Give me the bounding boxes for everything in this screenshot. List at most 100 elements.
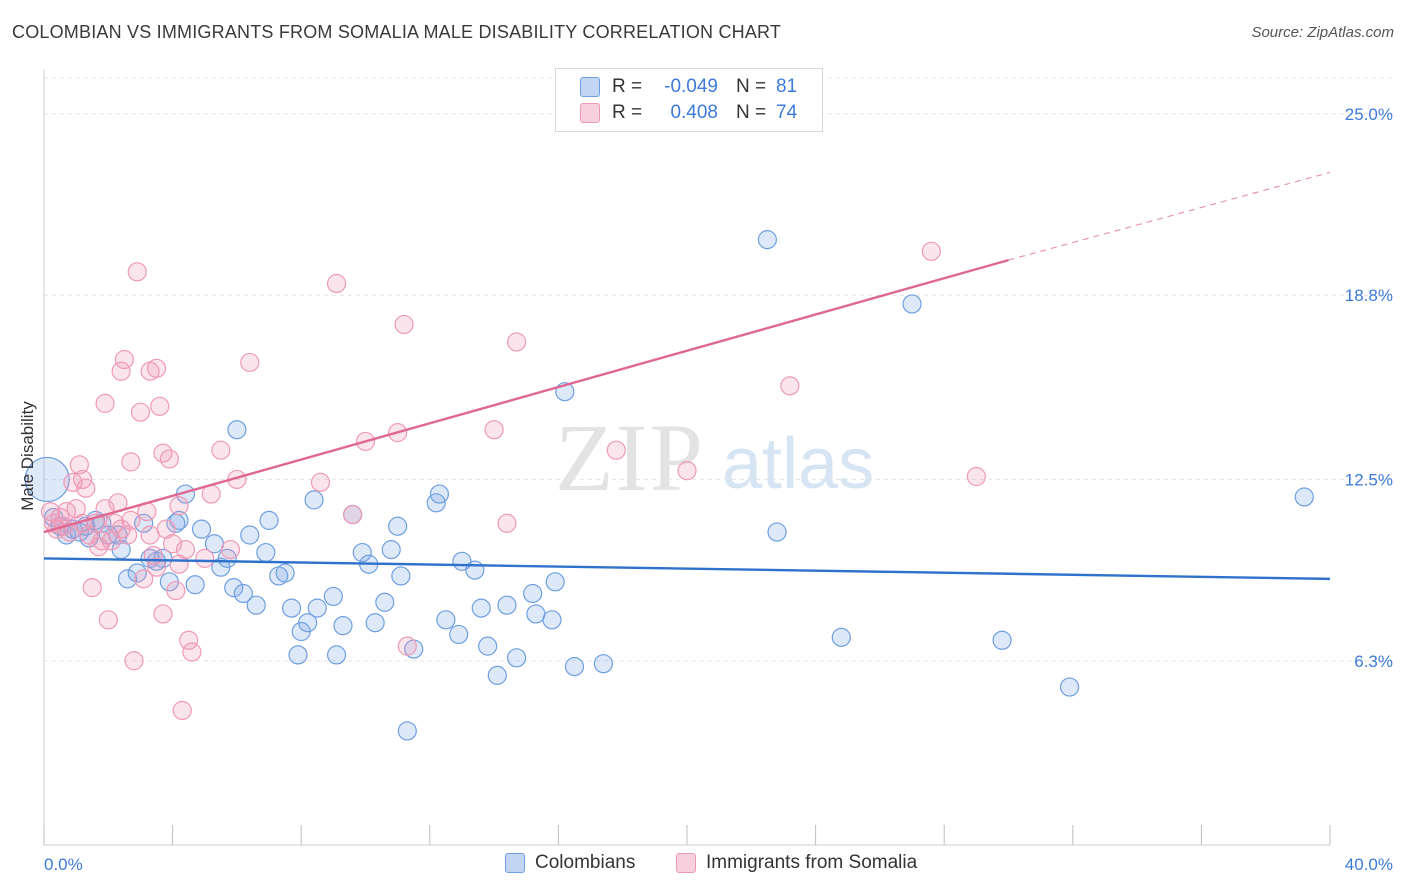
somalia-point (127, 262, 147, 282)
colombian-point (256, 542, 276, 563)
somalia-point (121, 452, 141, 472)
somalia-point (146, 358, 167, 378)
colombian-point (224, 578, 244, 598)
somalia-point (130, 402, 151, 422)
n-value: 81 (776, 76, 798, 97)
x-tick-labels: 0.0% 40.0% (44, 855, 1393, 874)
somalia-point (780, 376, 800, 396)
somalia-point (98, 610, 118, 630)
colombian-point (259, 510, 279, 530)
colombian-point (246, 595, 266, 615)
colombian-point (397, 721, 417, 741)
somalia-point (111, 361, 131, 381)
colombian-point (388, 516, 408, 536)
somalia-point (117, 525, 138, 545)
colombian-point (117, 569, 138, 589)
colombian-point (757, 230, 777, 250)
colombian-point (375, 592, 395, 612)
somalia-point (121, 510, 141, 530)
colombian-point (902, 294, 922, 314)
colombian-point (507, 648, 527, 668)
somalia-point (310, 472, 331, 492)
somalia-point (159, 449, 179, 469)
y-tick-label: 12.5% (1345, 470, 1393, 489)
legend-label-colombians: Colombians (535, 852, 636, 873)
somalia-point (507, 332, 527, 352)
series-somalia (40, 241, 986, 721)
somalia-point (69, 455, 89, 475)
somalia-point (677, 461, 697, 481)
colombian-point (545, 572, 565, 592)
colombians-swatch (580, 77, 600, 97)
n-label: N = (736, 76, 767, 97)
correlation-legend: R = -0.049 N = 81 R = 0.408 N = 74 (555, 68, 823, 132)
r-label: R = (612, 102, 643, 123)
somalia-trend-line (43, 258, 1009, 534)
trend-lines (43, 171, 1331, 581)
somalia-point (966, 466, 986, 487)
colombian-point (298, 613, 318, 633)
y-tick-label: 6.3% (1354, 652, 1393, 671)
somalia-point (497, 513, 517, 533)
colombian-point (831, 627, 851, 647)
colombians-trend-line (43, 557, 1331, 581)
somalia-legend-swatch (676, 853, 696, 873)
n-label: N = (736, 102, 767, 123)
colombian-point (333, 616, 353, 636)
y-tick-label: 25.0% (1345, 105, 1393, 124)
colombian-point (275, 563, 295, 583)
colombian-point (449, 624, 469, 645)
n-value: 74 (776, 102, 798, 123)
r-value: 0.408 (670, 102, 718, 123)
colombian-point (436, 610, 456, 630)
y-axis-label: Male Disability (18, 401, 37, 511)
colombian-point (487, 665, 507, 685)
somalia-point (166, 580, 186, 601)
colombian-point (365, 613, 385, 633)
somalia-point (82, 578, 102, 598)
x-tick-label: 0.0% (44, 855, 83, 874)
colombian-point (471, 598, 491, 618)
colombian-point (191, 519, 212, 539)
series-legend: Colombians Immigrants from Somalia (0, 852, 1406, 876)
somalia-point (343, 504, 363, 525)
somalia-point (134, 569, 154, 589)
colombian-point (227, 420, 247, 440)
colombian-point (429, 484, 450, 504)
colombian-point (323, 586, 343, 607)
somalia-point (326, 273, 347, 294)
somalia-point (211, 440, 231, 460)
somalia-point (175, 540, 196, 560)
watermark-atlas: atlas (722, 424, 874, 504)
legend-item-colombians: Colombians (505, 852, 635, 874)
somalia-point (150, 396, 170, 416)
colombian-point (564, 657, 585, 677)
somalia-point (606, 440, 626, 460)
somalia-point (397, 636, 417, 656)
r-value: -0.049 (664, 76, 718, 97)
somalia-swatch (580, 103, 600, 123)
watermark-zip: ZIP (555, 404, 705, 511)
r-label: R = (612, 76, 643, 97)
somalia-trend-extension (1008, 171, 1331, 261)
somalia-point (394, 314, 414, 335)
colombian-point (281, 598, 302, 618)
x-tick-label: 40.0% (1345, 855, 1393, 874)
colombian-point (381, 540, 401, 560)
somalia-point (124, 651, 144, 671)
colombian-point (523, 583, 543, 604)
colombian-point (24, 456, 70, 503)
colombian-point (465, 560, 485, 580)
legend-label-somalia: Immigrants from Somalia (706, 852, 918, 873)
colombian-point (307, 598, 327, 618)
source-credit: Source: ZipAtlas.com (1251, 24, 1394, 41)
colombian-point (326, 645, 347, 665)
somalia-point (921, 241, 941, 261)
somalia-point (140, 525, 160, 545)
colombian-point (542, 610, 562, 630)
somalia-point (153, 604, 173, 624)
colombian-point (593, 654, 614, 674)
somalia-point (92, 531, 112, 551)
somalia-point (172, 700, 192, 721)
